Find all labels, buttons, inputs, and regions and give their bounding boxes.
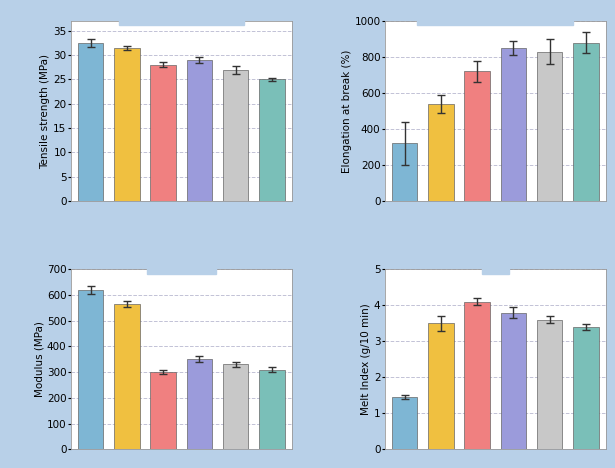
Bar xyxy=(537,51,562,201)
Bar xyxy=(501,48,526,201)
Bar xyxy=(464,72,490,201)
Title: Modulus: Modulus xyxy=(153,254,210,268)
Bar xyxy=(187,60,212,201)
Bar xyxy=(114,48,140,201)
Bar xyxy=(114,304,140,449)
Bar xyxy=(151,65,176,201)
Bar xyxy=(78,43,103,201)
Bar xyxy=(428,104,453,201)
Bar xyxy=(151,372,176,449)
Bar xyxy=(573,327,598,449)
Title: Tensile  strength: Tensile strength xyxy=(124,6,238,20)
Bar xyxy=(501,313,526,449)
Bar xyxy=(392,397,418,449)
Y-axis label: Elongation at break (%): Elongation at break (%) xyxy=(341,49,352,173)
Bar xyxy=(537,320,562,449)
Bar xyxy=(78,290,103,449)
Bar xyxy=(464,302,490,449)
Title: MI: MI xyxy=(487,254,503,268)
Bar xyxy=(573,43,598,201)
Bar xyxy=(259,370,285,449)
Bar xyxy=(392,143,418,201)
Bar xyxy=(223,365,248,449)
Bar xyxy=(428,323,453,449)
Bar xyxy=(223,70,248,201)
Y-axis label: Modulus (MPa): Modulus (MPa) xyxy=(34,322,44,397)
Title: Elongation  at  break: Elongation at break xyxy=(423,6,568,20)
Y-axis label: Tensile strength (MPa): Tensile strength (MPa) xyxy=(41,53,50,168)
Y-axis label: Melt Index (g/10 min): Melt Index (g/10 min) xyxy=(361,303,371,415)
Bar xyxy=(187,359,212,449)
Bar xyxy=(259,80,285,201)
